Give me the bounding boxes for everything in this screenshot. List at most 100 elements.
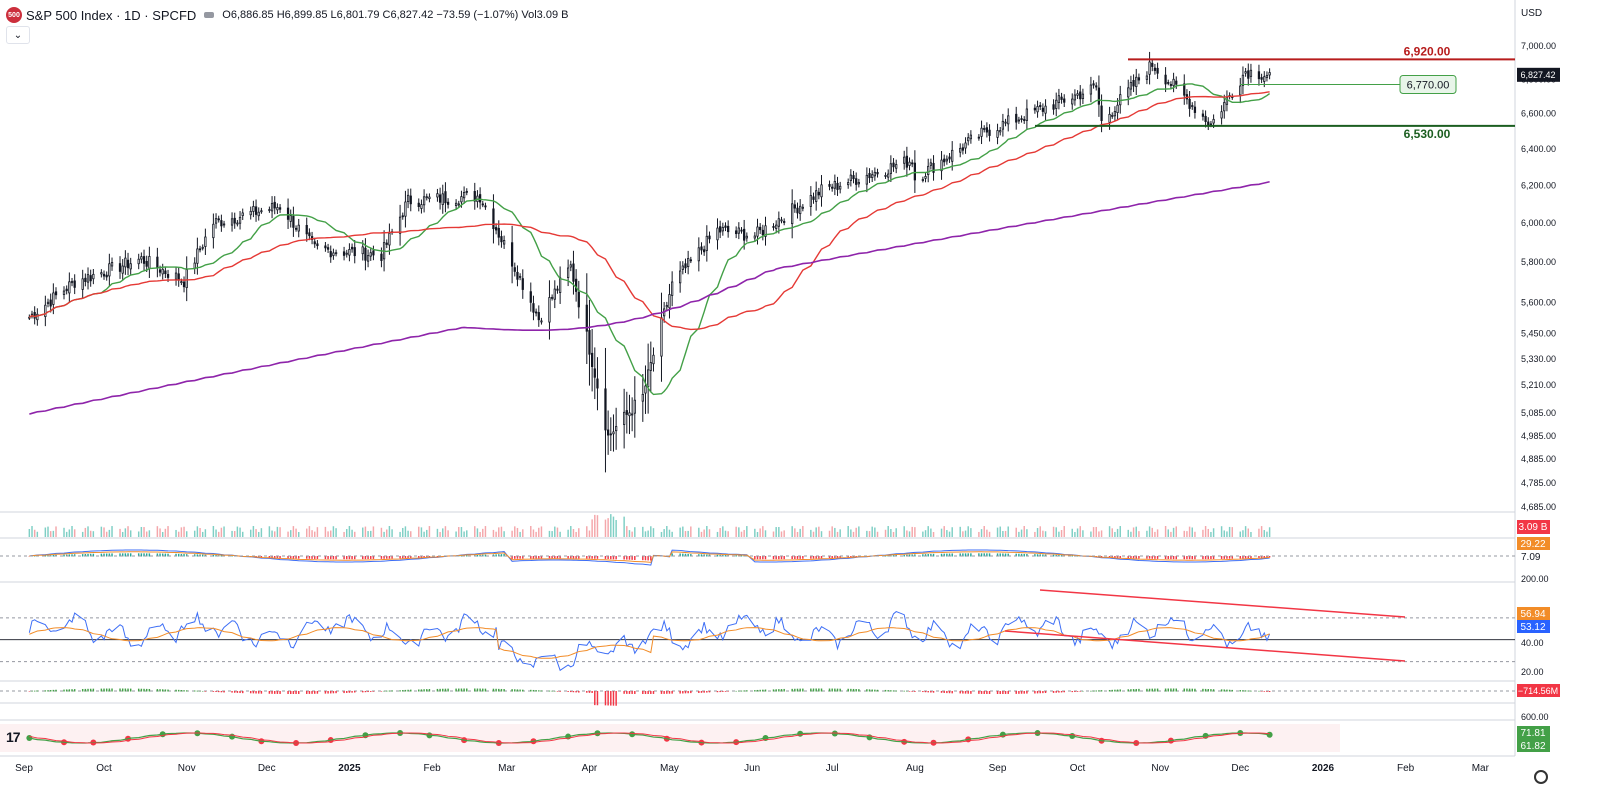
momentum-bar [980,691,983,694]
price-panel[interactable] [28,51,1515,473]
momentum-bar [847,688,849,692]
candle [89,275,92,282]
momentum-bar [1132,689,1135,692]
macd-histogram-bar [289,556,292,559]
macd-histogram-bar [962,553,964,557]
volume-bar [895,528,897,537]
macd-histogram-bar [68,554,71,557]
volume-bar [36,531,39,537]
momentum-bar [145,688,148,692]
macd-histogram-bar [484,554,487,557]
candle [649,362,652,371]
volume-bar [740,531,743,537]
candle [156,256,159,269]
macd-histogram-bar [815,556,817,559]
macd-histogram-bar [1242,556,1244,559]
candle [945,158,949,162]
macd-histogram-bar [388,556,391,559]
volume-bar [1167,529,1169,537]
candle [425,196,428,199]
rsi-channel-upper [1039,589,1406,618]
volume-bar [839,529,841,537]
momentum-bar [772,689,775,692]
volume-bar [754,528,756,537]
volume-bar [343,531,345,537]
x-tick-label: Mar [498,763,516,774]
macd-histogram-bar [780,556,783,560]
candle [556,288,559,291]
volume-bar [610,514,612,537]
volume-bar [332,526,335,537]
volume-bar [370,530,372,537]
macd-histogram-bar [604,556,607,559]
symbol-title[interactable]: S&P 500 Index · 1D · SPCFD [26,7,197,23]
collapse-legend-button[interactable]: ⌄ [6,26,30,44]
momentum-bar [1148,688,1151,692]
volume-bar [962,531,964,537]
low-value: L6,801.79 [330,9,380,21]
volume-bar [946,530,948,537]
level-label: 6,920.00 [1404,44,1451,58]
macd-histogram-bar [532,556,535,559]
macd-histogram-bar [1266,556,1268,558]
macd-histogram-bar [1034,554,1036,557]
momentum-bar [815,688,817,692]
momentum-bar [324,691,327,694]
momentum-bar [519,689,521,692]
candle [1116,104,1119,113]
volume-bar [1127,529,1129,537]
candle [791,203,794,225]
macd-histogram-bar [884,555,887,557]
volume-bar [698,527,700,537]
volume-bar [500,526,503,537]
macd-histogram-bar [1138,556,1140,559]
macd-histogram-bar [100,553,103,557]
candle [812,196,815,200]
candle [353,247,356,257]
candle [1175,80,1178,85]
macd-histogram-bar [762,556,764,560]
macd-histogram-bar [791,556,793,560]
momentum-bar [36,690,39,692]
volume-bar [271,530,273,537]
momentum-bar [626,691,628,694]
candle [289,215,292,222]
momentum-bar [1146,688,1148,692]
momentum-bar [1186,688,1188,692]
currency-label[interactable]: USD [1521,8,1543,19]
volume-bar [999,526,1001,537]
tradingview-logo-icon[interactable]: 17 [6,729,21,745]
candle [977,136,981,139]
volume-bar [212,526,215,537]
macd-histogram-bar [287,556,289,559]
momentum-bar [794,688,796,692]
gear-icon[interactable] [1534,770,1548,784]
momentum-bar [610,691,612,706]
candle [73,280,76,288]
candle [1151,62,1154,67]
candle [764,225,767,237]
candle [305,225,308,235]
candle [185,269,188,289]
momentum-bar [978,691,980,694]
momentum-bar [276,691,279,694]
momentum-bar [1015,691,1017,694]
volume-bar [279,527,281,537]
momentum-bar [1226,689,1228,692]
volume-bar [666,526,668,537]
momentum-bar [1223,689,1226,692]
volume-bar [466,530,468,537]
candle [521,278,524,290]
momentum-bar [522,689,524,692]
candle [940,159,943,172]
momentum-bar [1258,690,1260,692]
visibility-icon[interactable] [204,12,215,18]
volume-bar [87,526,89,537]
candle [1209,123,1213,126]
momentum-bar [690,691,692,694]
macd-histogram-bar [279,556,281,559]
candle [54,291,58,296]
macd-histogram-bar [231,555,233,557]
y-tick-label: 6,400.00 [1521,144,1556,154]
